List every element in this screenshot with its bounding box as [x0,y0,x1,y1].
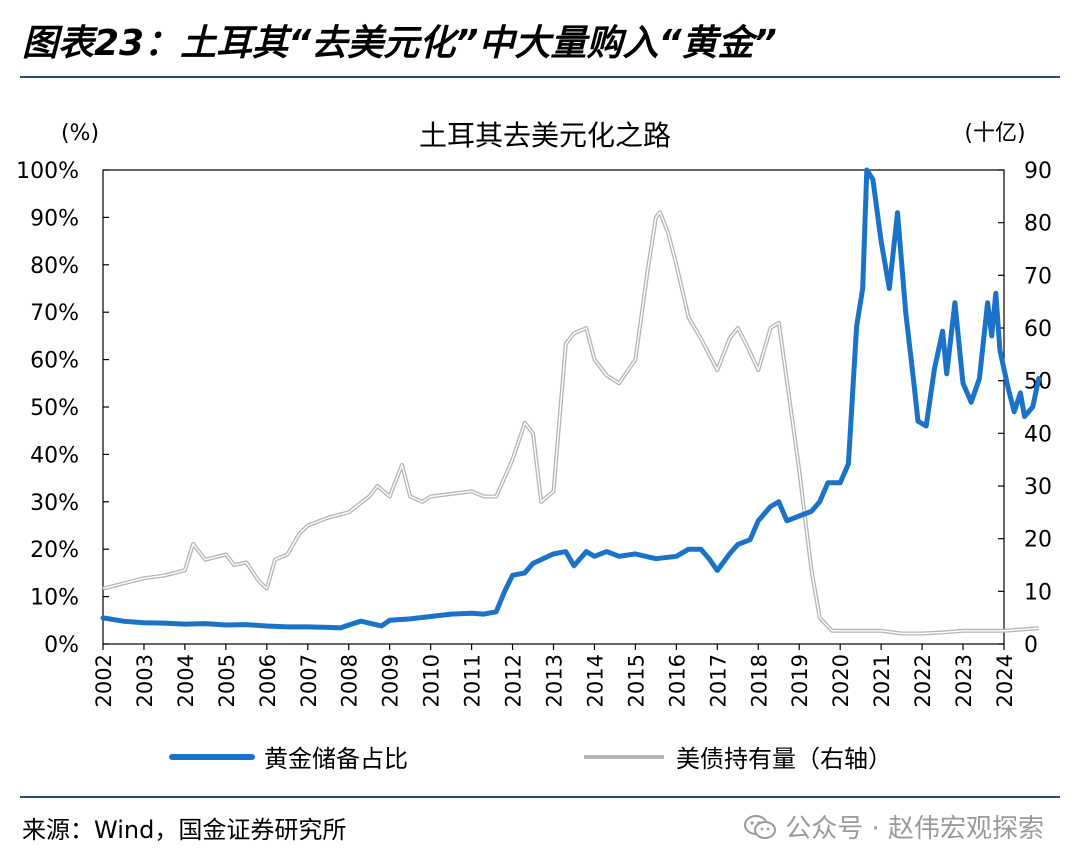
x-tick-label: 2015 [624,654,648,707]
series-line-treasury-inner [102,211,1039,635]
x-tick-label: 2020 [829,654,853,707]
x-tick-label: 2004 [174,654,198,707]
x-tick-label: 2002 [92,654,116,707]
x-tick-label: 2017 [706,654,730,707]
x-tick-label: 2008 [338,654,362,707]
series-line-gold [100,167,1042,631]
left-tick-label: 60% [30,349,79,374]
watermark: 公众号 · 赵伟宏观探索 [743,808,1044,845]
plot-frame [102,169,1005,645]
watermark-text: 公众号 · 赵伟宏观探索 [785,814,1044,844]
x-tick-label: 2018 [747,654,771,707]
x-tick-label: 2022 [911,654,935,707]
right-tick-label: 80 [1024,212,1052,237]
right-tick-label: 40 [1024,422,1052,447]
footer-divider [20,796,1060,798]
left-axis-unit: (%) [61,121,99,146]
legend-label-treasury: 美债持有量（右轴） [676,745,892,773]
right-tick-label: 30 [1024,475,1052,500]
x-tick-label: 2006 [256,654,280,707]
left-tick-label: 70% [30,301,79,326]
right-tick-label: 10 [1024,580,1052,605]
right-tick-label: 20 [1024,528,1052,553]
x-tick-label: 2009 [379,654,403,707]
x-tick-label: 2010 [420,654,444,707]
x-tick-label: 2007 [297,654,321,707]
left-tick-label: 100% [16,159,79,184]
left-tick-label: 50% [30,396,79,421]
right-tick-label: 90 [1024,159,1052,184]
legend: 黄金储备占比 美债持有量（右轴） [169,745,892,773]
legend-label-gold: 黄金储备占比 [264,745,408,773]
x-tick-label: 2003 [133,654,157,707]
left-tick-label: 10% [30,586,79,611]
chart: 土耳其去美元化之路 (%) (十亿) 0% 10% 20% 30% 40% 50% 60% 7… [16,119,1052,773]
x-tick-label: 2012 [502,654,526,707]
source-note: 来源：Wind，国金证券研究所 [22,816,347,844]
left-tick-label: 80% [30,254,79,279]
x-tick-label: 2021 [870,654,894,707]
right-axis-unit: (十亿) [964,121,1025,146]
left-tick-label: 20% [30,538,79,563]
left-tick-label: 30% [30,491,79,516]
x-tick-label: 2023 [952,654,976,707]
x-tick-label: 2013 [543,654,567,707]
series-line-treasury [102,210,1039,636]
left-tick-label: 0% [44,633,79,658]
x-tick-label: 2011 [461,654,485,707]
page-title: 图表23：土耳其“去美元化”中大量购入“黄金” [22,23,777,64]
x-tick-label: 2019 [788,654,812,707]
right-tick-label: 0 [1024,633,1038,658]
right-tick-label: 70 [1024,264,1052,289]
right-tick-label: 60 [1024,317,1052,342]
x-tick-label: 2005 [215,654,239,707]
header-divider [20,76,1060,78]
left-tick-label: 40% [30,443,79,468]
x-tick-label: 2014 [583,654,607,707]
chart-title: 土耳其去美元化之路 [419,119,671,152]
plot-area: 0% 10% 20% 30% 40% 50% 60% 70% 80% 90% 100% 0 10 20 30… [16,159,1052,707]
x-tick-label: 2016 [665,654,689,707]
left-tick-label: 90% [30,206,79,231]
x-tick-label: 2024 [993,654,1017,707]
wechat-icon [744,814,777,839]
